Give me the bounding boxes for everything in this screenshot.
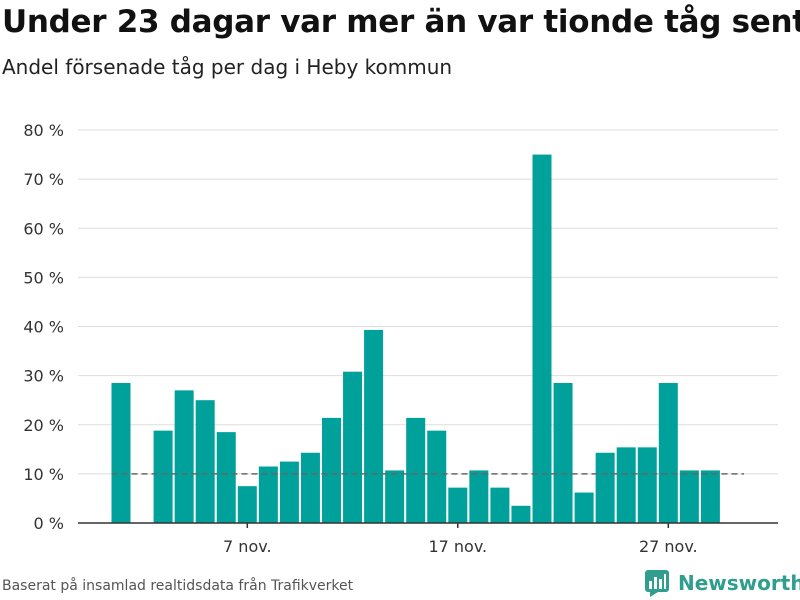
- bar: [174, 390, 194, 523]
- bar: [658, 382, 678, 523]
- bar: [637, 447, 657, 523]
- x-tick-label: 7 nov.: [223, 537, 272, 556]
- y-tick-label: 30 %: [23, 367, 64, 386]
- bar: [300, 452, 320, 523]
- brand-logo: Newsworthy: [644, 569, 800, 597]
- bar: [279, 461, 299, 523]
- bar: [490, 487, 510, 523]
- x-tick-label: 17 nov.: [428, 537, 487, 556]
- bar: [700, 470, 720, 523]
- bar: [195, 400, 215, 523]
- bar: [616, 447, 636, 523]
- bar: [216, 432, 236, 523]
- bar: [237, 486, 257, 523]
- bar: [511, 505, 531, 523]
- bar: [385, 470, 405, 523]
- y-tick-label: 10 %: [23, 465, 64, 484]
- source-note: Baserat på insamlad realtidsdata från Tr…: [2, 578, 354, 594]
- bar: [427, 430, 447, 523]
- y-tick-label: 40 %: [23, 318, 64, 337]
- bar: [258, 466, 278, 523]
- y-tick-label: 80 %: [23, 121, 64, 140]
- bar: [469, 470, 489, 523]
- bar: [322, 417, 341, 523]
- bar: [448, 487, 468, 523]
- bar-chart: 0 % 10 % 20 % 30 % 40 % 50 % 60 % 70 % 80 % 7 nov…: [23, 121, 778, 556]
- bar: [574, 492, 594, 523]
- y-tick-label: 70 %: [23, 170, 64, 189]
- x-tick-label: 27 nov.: [639, 537, 698, 556]
- chart-subtitle: Andel försenade tåg per dag i Heby kommu…: [2, 55, 453, 79]
- y-tick-label: 50 %: [23, 268, 64, 287]
- bar: [153, 430, 173, 523]
- brand-name: Newsworthy: [678, 571, 800, 595]
- bar: [532, 154, 552, 523]
- bar: [553, 382, 573, 523]
- bar: [406, 417, 426, 523]
- y-tick-label: 0 %: [34, 514, 64, 533]
- y-tick-label: 60 %: [23, 219, 64, 238]
- bar: [679, 470, 699, 523]
- newsworthy-logo-icon: [645, 570, 669, 597]
- bar: [111, 382, 131, 523]
- chart-title: Under 23 dagar var mer än var tionde tåg…: [2, 4, 800, 40]
- bar: [343, 371, 363, 523]
- bar: [595, 452, 615, 523]
- bar: [364, 329, 384, 523]
- y-tick-label: 20 %: [23, 416, 64, 435]
